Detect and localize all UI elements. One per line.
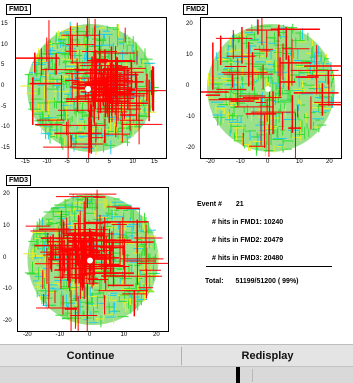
beam-hole <box>87 257 93 264</box>
y-tick-label: -20 <box>186 145 195 151</box>
total-label: Total: <box>205 278 224 285</box>
x-tick-label: 0 <box>266 159 270 165</box>
event-label: Event # 21 <box>197 201 244 208</box>
fmd3-hitmap <box>23 189 168 331</box>
hits-fmd2-label: # hits in FMD2: <box>212 237 262 244</box>
x-tick-label: -10 <box>55 332 65 338</box>
y-tick-label: 10 <box>186 52 193 58</box>
fmd2-title: FMD2 <box>183 4 209 15</box>
event-number: 21 <box>235 201 244 208</box>
x-tick-label: -20 <box>206 159 215 165</box>
fmd3-frame <box>17 187 169 332</box>
x-tick-label: -10 <box>42 159 52 165</box>
y-tick-label: 0 <box>186 83 190 89</box>
beam-hole <box>85 86 91 92</box>
hits-fmd2-value: 20479 <box>263 237 284 244</box>
button-divider <box>181 347 182 365</box>
x-tick-label: -15 <box>21 159 30 165</box>
y-tick-label: 10 <box>1 41 8 48</box>
continue-button[interactable]: Continue <box>66 350 115 362</box>
fmd3-title: FMD3 <box>6 175 32 186</box>
event-display-canvas: FMD1 -15 -10 -5 0 5 10 15 15 10 5 0 -5 -10 -15 FMD2 -… <box>1 4 342 338</box>
y-tick-label: 0 <box>1 83 5 89</box>
beam-hole <box>265 86 271 92</box>
y-tick-label: -10 <box>186 114 195 120</box>
fmd1-frame <box>15 17 167 159</box>
hits-fmd1-value: 10240 <box>263 219 284 226</box>
x-tick-label: 20 <box>326 159 333 165</box>
x-tick-label: -5 <box>64 159 70 165</box>
y-tick-label: -15 <box>1 145 10 151</box>
fmd1-title: FMD1 <box>6 4 32 15</box>
status-field-divider <box>252 369 253 382</box>
progress-marker <box>236 367 240 383</box>
total-value: 51199/51200 ( 99%) <box>235 278 299 285</box>
event-label-text: Event # <box>197 201 222 208</box>
fmd2-frame <box>200 17 342 159</box>
hits-fmd1-label: # hits in FMD1: <box>212 219 262 226</box>
fmd1-hitmap <box>16 18 166 158</box>
total-line: Total: 51199/51200 ( 99%) <box>205 278 299 285</box>
redisplay-button[interactable]: Redisplay <box>241 350 294 362</box>
x-tick-label: 10 <box>129 159 137 165</box>
total-separator <box>206 266 332 267</box>
x-tick-label: 20 <box>153 332 160 338</box>
y-tick-label: -10 <box>3 286 12 293</box>
x-tick-label: 15 <box>151 159 158 165</box>
hits-fmd3-value: 20480 <box>263 255 284 262</box>
y-tick-label: -5 <box>1 103 7 110</box>
x-tick-label: 0 <box>88 332 92 338</box>
x-tick-label: 10 <box>120 332 128 338</box>
y-tick-label: 20 <box>186 21 193 27</box>
x-tick-label: 0 <box>86 159 90 165</box>
y-tick-label: 10 <box>3 222 10 229</box>
hits-fmd3-label: # hits in FMD3: <box>212 255 262 262</box>
y-tick-label: 0 <box>3 254 7 261</box>
hits-fmd3: # hits in FMD3: 20480 <box>212 255 283 262</box>
status-bar <box>0 366 353 383</box>
y-tick-label: 5 <box>1 62 5 69</box>
y-tick-label: -20 <box>3 318 12 324</box>
hits-fmd1: # hits in FMD1: 10240 <box>212 219 283 226</box>
x-tick-label: -10 <box>236 159 245 165</box>
button-bar: Continue Redisplay <box>0 344 353 367</box>
y-tick-label: -10 <box>1 124 10 131</box>
x-tick-label: -20 <box>23 332 32 338</box>
x-tick-label: 5 <box>107 159 111 165</box>
y-tick-label: 15 <box>1 21 8 27</box>
fmd2-hitmap <box>201 18 341 158</box>
hits-fmd2: # hits in FMD2: 20479 <box>212 237 283 244</box>
x-tick-label: 10 <box>296 159 303 165</box>
y-tick-label: 20 <box>3 191 10 197</box>
